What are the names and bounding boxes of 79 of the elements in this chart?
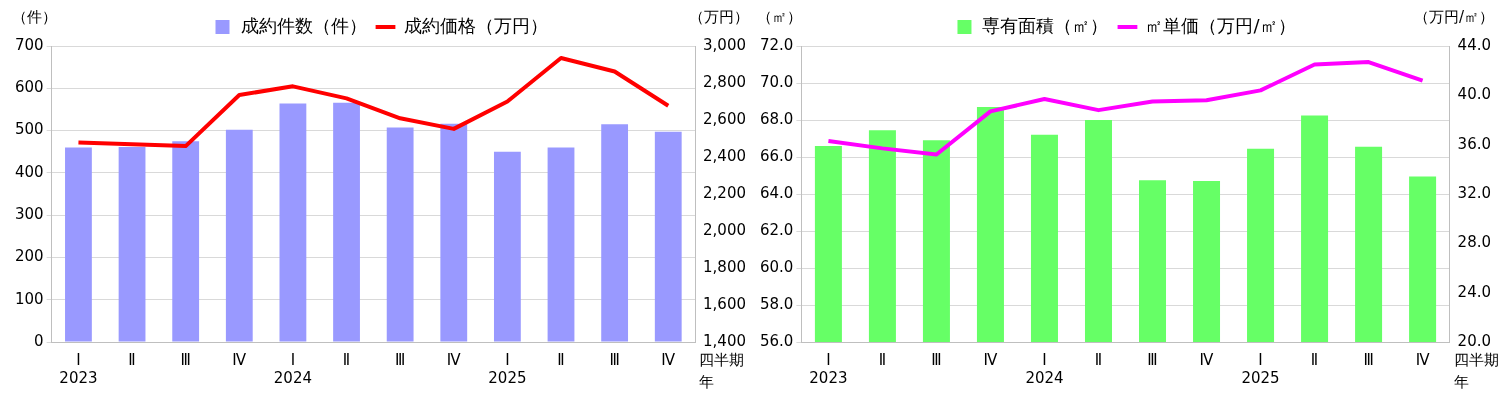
bar (547, 147, 575, 342)
y-tick-label: 100 (14, 289, 44, 308)
x-tick-label: Ⅲ (931, 350, 942, 369)
bar (386, 127, 414, 342)
x-tick-label: Ⅱ (878, 350, 887, 369)
x-tick-label: Ⅰ 2023 (809, 350, 848, 387)
y-axis-title: （件） (12, 8, 57, 27)
x-tick-label: Ⅰ 2024 (1025, 350, 1064, 387)
bar (118, 147, 146, 342)
y-tick-label: 200 (14, 247, 44, 266)
x-tick-label: Ⅱ (557, 350, 565, 369)
x-tick-label: Ⅲ (394, 350, 406, 369)
bar (493, 151, 521, 342)
bar (172, 141, 200, 342)
y-tick-label: 72.0 (759, 35, 794, 54)
y2-tick-label: 32.0 (1457, 183, 1492, 202)
y2-tick-label: 44.0 (1457, 35, 1492, 54)
y2-tick-label: 28.0 (1457, 233, 1492, 252)
y2-tick-label: 1,800 (703, 257, 747, 276)
y2-tick-label: 2,400 (703, 146, 747, 165)
bar (333, 102, 360, 342)
x-tick-label: Ⅰ 2024 (273, 350, 313, 387)
bar (279, 103, 307, 342)
x-tick-label: Ⅳ (232, 350, 247, 369)
y2-tick-label: 2,000 (703, 220, 747, 239)
bar (65, 147, 92, 342)
y2-tick-label: 3,000 (703, 35, 747, 54)
y-tick-label: 400 (14, 162, 44, 181)
y-tick-label: 0 (34, 331, 44, 350)
x-tick-label: Ⅲ (1147, 350, 1158, 369)
y-tick-label: 70.0 (759, 72, 794, 91)
y-axis-title: （㎡） (757, 8, 802, 27)
x-tick-label: Ⅱ (1094, 350, 1103, 369)
x-axis-title: 四半期年 (1453, 351, 1499, 392)
x-tick-label: Ⅱ (342, 350, 351, 369)
x-tick-label: Ⅰ 2023 (59, 350, 98, 387)
x-axis-title: 四半期年 (699, 351, 745, 392)
x-tick-label: Ⅱ (128, 350, 136, 369)
y2-tick-label: 20.0 (1457, 331, 1492, 350)
bar (654, 131, 682, 342)
y-tick-label: 60.0 (759, 257, 794, 276)
y2-tick-label: 2,800 (703, 72, 747, 91)
y-tick-label: 300 (14, 205, 44, 224)
y2-tick-label: 2,600 (703, 109, 747, 128)
legend-label: 専有面積（㎡） (982, 14, 1109, 36)
y2-tick-label: 40.0 (1457, 85, 1492, 104)
x-tick-label: Ⅳ (983, 350, 998, 369)
x-tick-label: Ⅲ (180, 350, 191, 369)
y-tick-label: 500 (14, 120, 44, 139)
legend-label: ㎡単価（万円/㎡） (1145, 14, 1296, 36)
bar (440, 123, 468, 342)
bar (601, 124, 629, 342)
x-tick-label: Ⅳ (661, 350, 676, 369)
y-tick-label: 66.0 (759, 146, 794, 165)
y2-tick-label: 2,200 (703, 183, 747, 202)
y-tick-label: 58.0 (759, 294, 794, 313)
legend-label: 成約価格（万円） (403, 14, 548, 36)
x-tick-label: Ⅰ 2025 (1241, 350, 1280, 387)
y2-axis-title: （万円/㎡） (1413, 8, 1494, 27)
y2-tick-label: 1,600 (703, 294, 747, 313)
y-tick-label: 56.0 (759, 331, 794, 350)
legend-label: 成約件数（件） (240, 14, 367, 36)
bar (225, 129, 253, 342)
y-tick-label: 68.0 (759, 109, 794, 128)
x-tick-label: Ⅱ (1310, 350, 1319, 369)
y-tick-label: 600 (14, 78, 44, 97)
y-tick-label: 64.0 (759, 183, 794, 202)
x-tick-label: Ⅳ (446, 350, 461, 369)
x-tick-label: Ⅲ (1363, 350, 1374, 369)
y2-tick-label: 36.0 (1457, 134, 1492, 153)
x-tick-label: Ⅲ (609, 350, 620, 369)
y2-axis-title: （万円） (689, 8, 749, 27)
x-tick-label: Ⅰ 2025 (488, 350, 527, 387)
x-tick-label: Ⅳ (1199, 350, 1214, 369)
y2-tick-label: 1,400 (703, 331, 747, 350)
y-tick-label: 62.0 (759, 220, 794, 239)
x-tick-label: Ⅳ (1415, 350, 1430, 369)
y-tick-label: 700 (14, 35, 44, 54)
y2-tick-label: 24.0 (1457, 282, 1492, 301)
